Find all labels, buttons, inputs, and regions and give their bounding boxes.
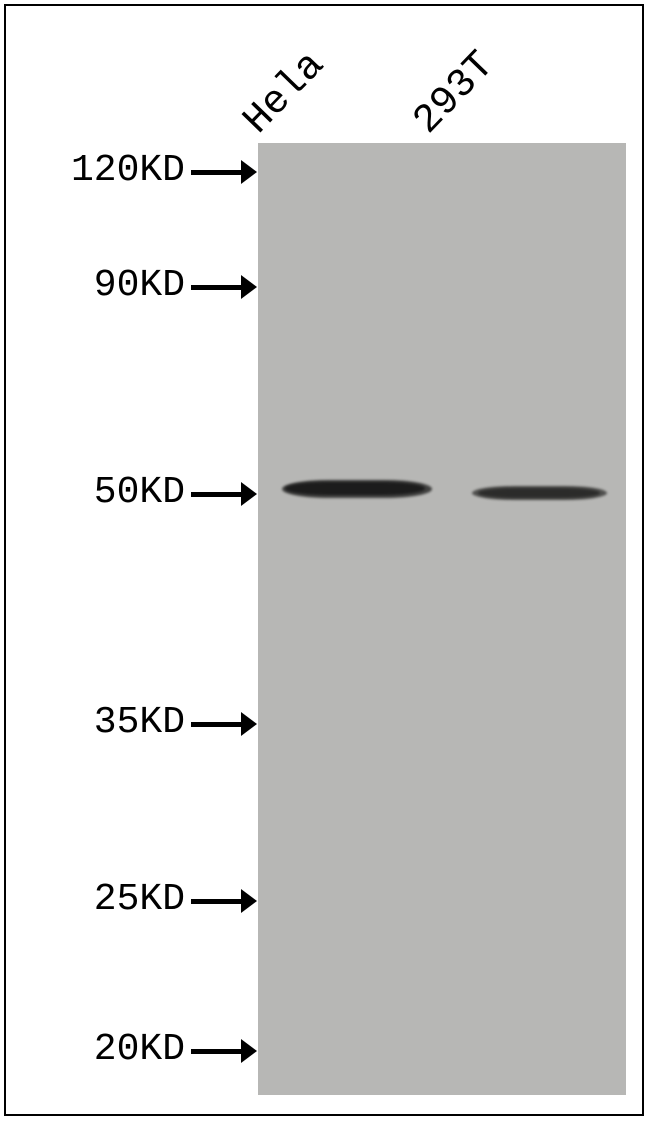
marker-label: 20KD — [5, 1028, 185, 1071]
protein-band — [285, 482, 425, 495]
marker-label: 25KD — [5, 878, 185, 921]
blot-membrane — [258, 143, 626, 1095]
marker-label: 90KD — [5, 264, 185, 307]
protein-band — [478, 488, 600, 498]
marker-label: 120KD — [5, 149, 185, 192]
marker-label: 35KD — [5, 701, 185, 744]
marker-label: 50KD — [5, 471, 185, 514]
